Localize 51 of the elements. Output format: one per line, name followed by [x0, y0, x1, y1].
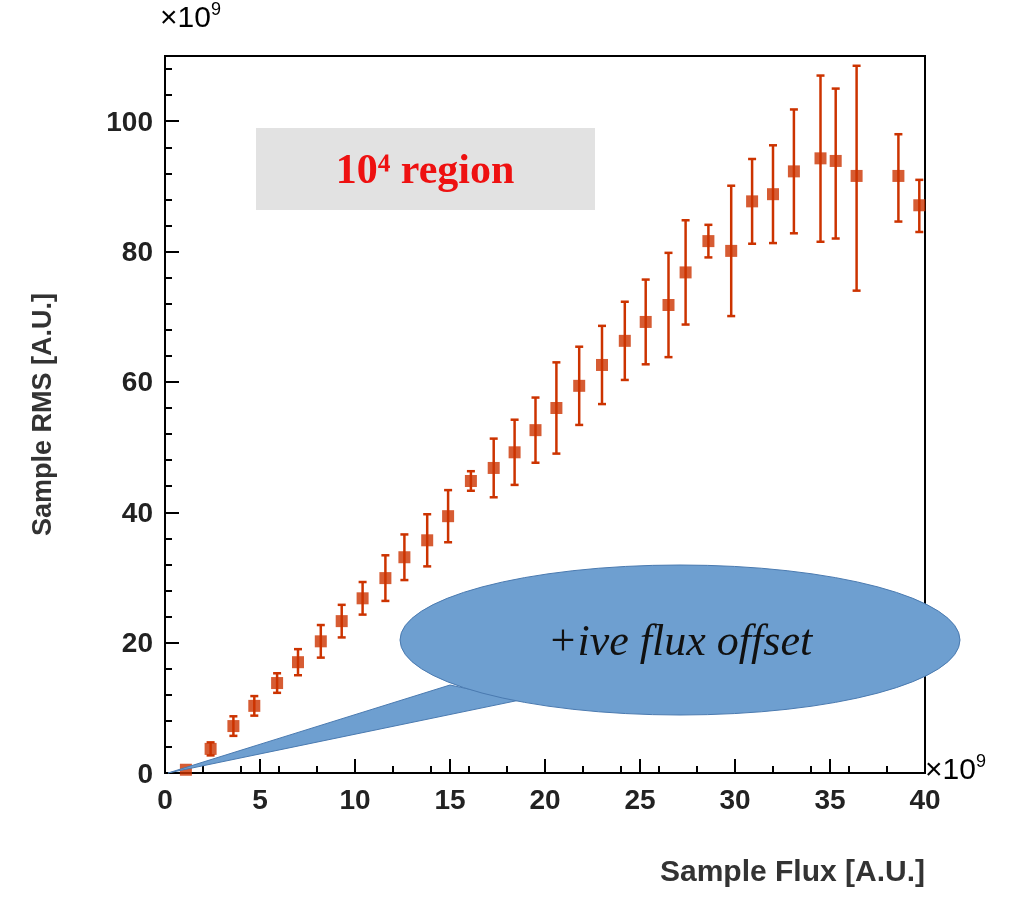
- point: [356, 592, 369, 605]
- x-tick-label: 40: [909, 783, 941, 815]
- point: [529, 424, 542, 437]
- point: [335, 615, 348, 628]
- y-tick-label: 0: [137, 757, 153, 789]
- point: [398, 551, 411, 564]
- point: [892, 169, 905, 182]
- annotation: 10⁴ region: [335, 146, 515, 192]
- x-tick-label: 5: [252, 783, 268, 815]
- x-tick-label: 15: [434, 783, 466, 815]
- point: [679, 266, 692, 279]
- x-tick-label: 20: [529, 783, 561, 815]
- point: [248, 699, 261, 712]
- x-axis-title: Sample Flux [A.U.]: [659, 853, 925, 887]
- y-axis-title: Sample RMS [A.U.]: [26, 292, 57, 537]
- x-tick-label: 25: [624, 783, 656, 815]
- point: [379, 572, 392, 585]
- point: [787, 165, 800, 178]
- point: [292, 656, 304, 669]
- point: [814, 152, 827, 165]
- point: [227, 720, 240, 733]
- x-tick-label: 10: [339, 783, 371, 815]
- point: [702, 235, 715, 248]
- point: [442, 510, 455, 523]
- point: [725, 244, 738, 257]
- y-tick-label: 100: [106, 105, 153, 137]
- point: [850, 169, 863, 182]
- annotation: +ive flux offset: [547, 615, 814, 665]
- y-tick-label: 20: [121, 627, 153, 659]
- point: [829, 154, 842, 167]
- y-tick-label: 60: [121, 366, 153, 398]
- y-tick-label: 40: [121, 496, 153, 528]
- x-tick-label: 0: [157, 783, 173, 815]
- x-tick-label: 35: [814, 783, 846, 815]
- point: [913, 199, 926, 212]
- point: [639, 315, 652, 328]
- point: [662, 298, 675, 311]
- y-tick-label: 80: [121, 236, 153, 268]
- point: [550, 401, 563, 414]
- point: [618, 334, 631, 347]
- point: [464, 474, 477, 487]
- point: [271, 677, 284, 690]
- point: [573, 379, 586, 392]
- point: [746, 195, 759, 208]
- point: [508, 446, 521, 459]
- point: [421, 534, 434, 547]
- point: [596, 358, 608, 371]
- point: [314, 635, 327, 648]
- x-tick-label: 30: [719, 783, 751, 815]
- point: [487, 461, 500, 474]
- point: [767, 188, 779, 201]
